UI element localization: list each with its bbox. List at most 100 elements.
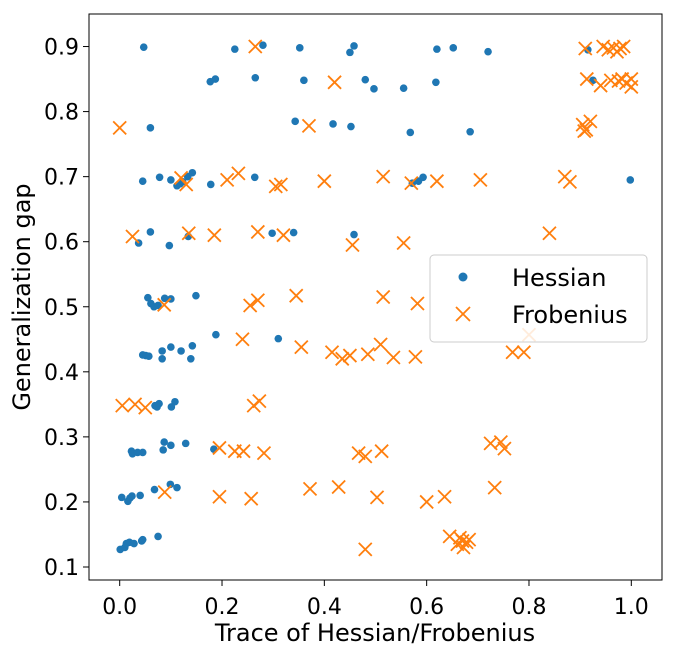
hessian-point — [167, 176, 175, 184]
frobenius-point — [335, 351, 350, 366]
legend-hessian-marker — [458, 272, 468, 282]
frobenius-point — [212, 440, 227, 456]
hessian-point — [346, 48, 354, 57]
hessian-point — [155, 173, 164, 182]
hessian-point — [165, 241, 174, 250]
y-tick-label: 0.7 — [44, 166, 79, 191]
hessian-point — [231, 45, 239, 53]
hessian-point — [399, 84, 408, 92]
frobenius-point — [358, 449, 373, 464]
hessian-point — [138, 177, 147, 185]
hessian-point — [167, 343, 175, 351]
frobenius-point — [157, 297, 172, 312]
hessian-point — [144, 293, 152, 302]
x-tick-label: 0.8 — [511, 595, 546, 620]
hessian-point — [350, 230, 358, 239]
hessian-point — [181, 439, 190, 448]
y-tick-label: 0.8 — [44, 101, 79, 126]
hessian-point — [128, 492, 136, 500]
hessian-point — [291, 117, 299, 126]
hessian-point — [268, 229, 276, 238]
hessian-point — [146, 228, 155, 236]
frobenius-point — [369, 490, 385, 505]
hessian-point — [167, 441, 175, 450]
hessian-point — [138, 535, 147, 544]
x-axis-ticks: 0.0 0.2 0.4 0.6 0.8 1.0 — [102, 580, 649, 620]
hessian-point — [274, 334, 283, 343]
frobenius-point — [256, 446, 272, 461]
hessian-point — [250, 173, 259, 182]
hessian-point — [159, 446, 167, 454]
frobenius-point — [408, 349, 423, 364]
frobenius-point — [360, 347, 375, 362]
x-tick-label: 1.0 — [614, 595, 649, 620]
frobenius-point — [138, 400, 153, 415]
frobenius-point — [276, 228, 291, 243]
frobenius-point — [250, 224, 265, 240]
x-axis-label: Trace of Hessian/Frobenius — [214, 619, 535, 647]
hessian-point — [432, 78, 440, 87]
hessian-point — [154, 301, 162, 310]
frobenius-point — [289, 288, 304, 303]
frobenius-point — [497, 441, 512, 456]
y-tick-label: 0.3 — [44, 426, 79, 451]
frobenius-point — [601, 42, 616, 57]
frobenius-point — [331, 479, 346, 495]
hessian-point — [173, 483, 181, 492]
hessian-point — [188, 168, 197, 177]
legend-frobenius-marker — [455, 306, 471, 322]
hessian-point — [289, 228, 298, 237]
hessian-point — [160, 294, 169, 303]
frobenius-point — [125, 229, 140, 244]
hessian-point — [406, 128, 415, 137]
y-tick-label: 0.2 — [44, 491, 79, 516]
frobenius-point — [345, 237, 360, 253]
hessian-point — [188, 341, 197, 350]
hessian-point — [146, 124, 155, 132]
frobenius-point — [173, 170, 189, 186]
hessian-point — [419, 173, 427, 182]
frobenius-point — [236, 444, 251, 459]
frobenius-point — [606, 40, 621, 55]
hessian-point — [347, 122, 355, 131]
y-tick-label: 0.9 — [44, 36, 79, 61]
hessian-point — [130, 539, 138, 548]
frobenius-point — [127, 397, 143, 412]
frobenius-point — [179, 177, 194, 192]
frobenius-point — [624, 71, 639, 87]
hessian-point — [145, 352, 153, 361]
hessian-point — [138, 448, 147, 457]
hessian-point — [484, 47, 492, 56]
x-tick-label: 0.2 — [205, 595, 240, 620]
legend: Hessian Frobenius — [429, 254, 648, 343]
frobenius-point — [396, 235, 411, 251]
frobenius-point — [301, 118, 317, 134]
hessian-point — [206, 180, 215, 189]
frobenius-point — [243, 298, 258, 313]
frobenius-point — [577, 123, 592, 139]
hessian-point — [139, 43, 148, 51]
frobenius-point — [181, 226, 196, 241]
frobenius-point — [317, 174, 332, 189]
hessian-point — [295, 44, 304, 52]
frobenius-point — [516, 345, 532, 360]
y-tick-label: 0.1 — [44, 556, 79, 581]
frobenius-point — [207, 228, 222, 243]
frobenius-point — [419, 494, 434, 510]
frobenius-point — [410, 296, 425, 311]
hessian-point — [136, 491, 144, 500]
frobenius-point — [373, 337, 388, 352]
legend-frobenius-label: Frobenius — [512, 301, 628, 329]
frobenius-point — [157, 485, 172, 500]
frobenius-point — [248, 39, 263, 54]
frobenius-point — [473, 172, 488, 188]
hessian-point — [350, 42, 358, 50]
frobenius-point — [358, 542, 373, 557]
hessian-point — [171, 397, 179, 406]
x-tick-label: 0.0 — [102, 595, 137, 620]
hessian-point — [177, 347, 185, 355]
frobenius-point — [437, 489, 452, 504]
hessian-point — [154, 532, 162, 541]
frobenius-point — [612, 41, 628, 56]
